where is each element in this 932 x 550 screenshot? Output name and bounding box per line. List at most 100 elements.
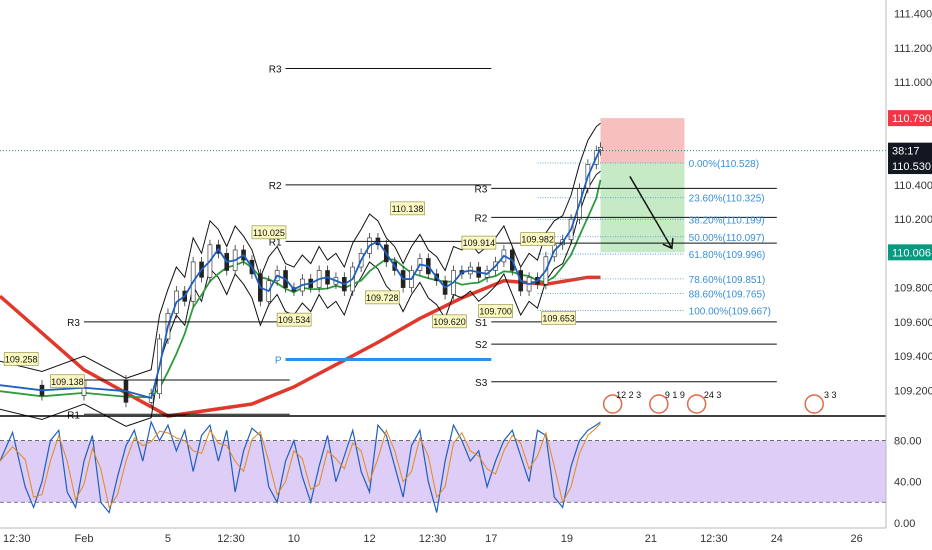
price-callout-box: [432, 314, 467, 329]
time-tick-label: 12: [363, 533, 375, 545]
stochastic-pane[interactable]: [0, 420, 886, 514]
price-tick-label: 110.400: [894, 180, 932, 192]
price-tick-label: 110.200: [894, 214, 932, 226]
time-axis-ticks: 12:30 Feb 5 12:30 10 12 12:30 17 19 21 12:30 24 26: [3, 533, 863, 545]
event-marker-label: 12 2 3: [616, 390, 641, 400]
main-pane[interactable]: R3R2R1PR3R2R1R3R2R1S1S2S3 0.00%(110.528)…: [0, 0, 886, 427]
price-callout-box: [251, 225, 287, 240]
price-labels: 109.258 109.138 110.025 109.534 109.728 110.1…: [3, 201, 576, 389]
time-tick-label: Feb: [74, 533, 93, 545]
forecast-arrow-head: [662, 238, 674, 250]
price-tick-label: 109.600: [894, 317, 932, 329]
time-tick-label: 5: [165, 533, 171, 545]
take-profit-zone: [600, 162, 685, 253]
price-badge-label: 110.530: [892, 161, 931, 173]
stochastic-axis-ticks: 80.00 40.00 0.00: [894, 436, 922, 530]
price-badge: [888, 142, 932, 159]
price-callout-box: [276, 312, 312, 327]
bollinger-lower: [0, 170, 601, 427]
price-callout-label: 109.982: [521, 235, 554, 245]
time-axis[interactable]: 12:30 Feb 5 12:30 10 12 12:30 17 19 21 12:30 24 26: [0, 527, 886, 545]
fib-retracement[interactable]: 0.00%(110.528) 23.60%(110.325) 38.20%(110.…: [537, 159, 771, 317]
event-flag-icon: [649, 394, 669, 414]
price-callout-label: 109.620: [433, 317, 466, 327]
price-callout-label: 109.700: [479, 307, 512, 317]
price-callout-label: 109.138: [51, 377, 84, 387]
stochastic-series: [0, 420, 601, 514]
pivot-label: R2: [474, 213, 487, 224]
price-callout-label: 109.534: [278, 315, 311, 325]
fib-level-label: 50.00%(110.097): [689, 233, 765, 244]
price-tick-label: 111.000: [894, 77, 932, 89]
price-badge-label: 38:17: [892, 146, 920, 158]
position-zones[interactable]: [600, 118, 685, 253]
stochastic-tick-label: 0.00: [894, 518, 915, 530]
pivot-label: R3: [474, 184, 487, 195]
event-marker-label: 24 3: [704, 390, 722, 400]
stochastic-k-line: [0, 420, 601, 514]
fib-level-label: 38.20%(110.199): [689, 215, 765, 226]
price-callout-box: [365, 290, 400, 305]
price-badge-label: 110.006: [892, 247, 931, 259]
fib-level-label: 100.00%(109.667): [689, 306, 771, 317]
price-callout-label: 109.728: [366, 293, 399, 303]
event-marker-label: 3 3: [824, 390, 837, 400]
event-flag-icon: [804, 394, 824, 414]
time-tick-label: 21: [645, 533, 657, 545]
event-flag-icon: [686, 394, 707, 414]
price-axis[interactable]: 111.400111.200111.000110.800110.600110.4…: [885, 0, 932, 550]
event-flag-icon: [602, 394, 623, 414]
price-badge-label: 110.790: [892, 113, 931, 125]
time-tick-label: 19: [561, 533, 573, 545]
fib-level-label: 61.80%(109.996): [689, 250, 766, 261]
event-marker-label: 9 1 9: [665, 390, 685, 400]
price-callout-box: [390, 201, 425, 216]
price-axis-background: [886, 0, 932, 550]
time-tick-label: 10: [288, 533, 300, 545]
price-tick-label: 111.400: [894, 9, 932, 21]
economic-events[interactable]: 12 2 3 9 1 9 24 3 3 3: [602, 390, 837, 414]
main-pane-background: [0, 0, 886, 416]
price-callout-box: [478, 304, 513, 318]
price-badge: [888, 110, 932, 127]
price-callout-label: 109.258: [5, 355, 38, 365]
fib-level-label: 23.60%(110.325): [689, 194, 765, 205]
time-tick-label: 26: [850, 533, 862, 545]
bollinger-upper: [0, 122, 601, 379]
time-tick-label: 24: [771, 533, 783, 545]
fib-level-label: 78.60%(109.851): [689, 275, 766, 286]
pivot-label: R2: [269, 181, 282, 192]
time-tick-label: 12:30: [3, 533, 31, 545]
price-series: [0, 122, 603, 427]
fib-level-label: 88.60%(109.765): [689, 290, 766, 301]
pivot-label: R1: [269, 237, 282, 248]
time-tick-label: 12:30: [217, 533, 245, 545]
price-tick-label: 109.800: [894, 283, 932, 295]
price-tick-label: 109.400: [894, 351, 932, 363]
price-callout-box: [50, 374, 85, 389]
time-tick-label: 12:30: [419, 533, 447, 545]
stop-loss-zone: [600, 118, 685, 163]
stochastic-d-line: [0, 423, 601, 509]
price-callout-box: [3, 352, 39, 366]
price-callout-label: 109.914: [463, 238, 496, 248]
price-callout-box: [461, 235, 497, 250]
price-tick-label: 111.200: [894, 43, 932, 55]
fib-level-label: 0.00%(110.528): [689, 159, 759, 170]
pivot-label: S1: [475, 318, 488, 329]
stochastic-tick-label: 40.00: [894, 477, 922, 489]
price-callout-label: 109.653: [542, 313, 575, 323]
time-tick-label: 17: [485, 533, 497, 545]
price-tick-label: 109.200: [894, 385, 932, 397]
pivot-label: R3: [269, 64, 282, 75]
pivot-label: S3: [475, 378, 488, 389]
price-badge: [888, 244, 932, 261]
price-callout-label: 110.138: [392, 204, 424, 214]
pivot-label: P: [275, 356, 282, 367]
price-callout-box: [541, 311, 576, 325]
price-badge: [888, 158, 932, 175]
pivot-label: R3: [67, 318, 80, 329]
stochastic-tick-label: 80.00: [894, 436, 922, 448]
ma-green-line: [0, 179, 602, 399]
